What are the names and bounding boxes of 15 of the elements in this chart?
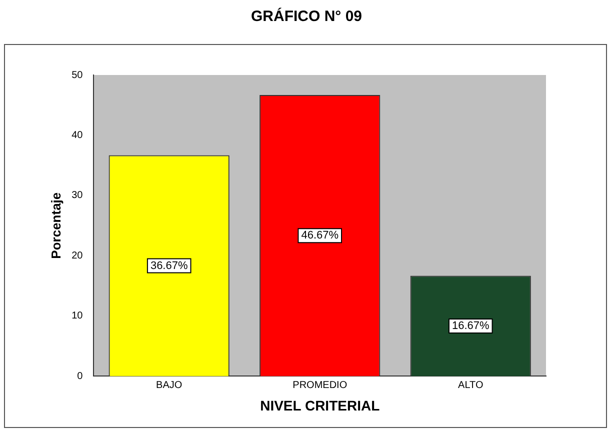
data-label: 36.67%	[150, 260, 188, 272]
x-tick-label: ALTO	[458, 380, 484, 391]
y-tick-label: 20	[72, 250, 84, 262]
data-label: 46.67%	[301, 230, 339, 242]
y-tick-label: 30	[72, 190, 84, 202]
x-tick-label: PROMEDIO	[292, 380, 348, 391]
chart-title: GRÁFICO N° 09	[250, 8, 363, 25]
y-tick-label: 10	[72, 310, 84, 322]
x-axis-title: NIVEL CRITERIAL	[260, 397, 380, 414]
y-tick-label: 40	[72, 130, 84, 141]
y-tick-label: 0	[77, 370, 84, 382]
y-axis-title: Porcentaje	[48, 192, 64, 259]
x-tick-label: BAJO	[156, 380, 182, 391]
y-tick-label: 50	[72, 70, 84, 81]
data-label: 16.67%	[452, 320, 490, 332]
